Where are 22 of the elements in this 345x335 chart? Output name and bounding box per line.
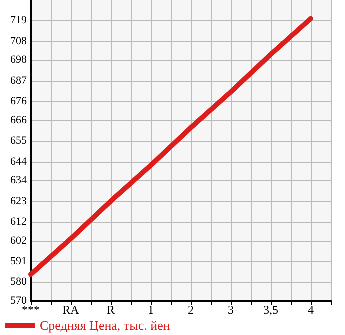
y-tick-label: 602 <box>10 234 27 247</box>
y-tick-label: 612 <box>10 216 27 228</box>
y-tick-label: 580 <box>10 276 28 288</box>
x-tick-label: RA <box>62 303 80 317</box>
x-tick-label: 2 <box>188 303 194 317</box>
y-tick-label: 591 <box>10 255 27 268</box>
x-tick-label: 4 <box>308 303 314 317</box>
y-tick-label: 655 <box>10 135 28 148</box>
y-tick-label: 676 <box>10 96 28 108</box>
y-tick-label: 634 <box>10 174 28 187</box>
x-tick-label: R <box>106 303 116 317</box>
x-tick-label: 3 <box>228 303 234 317</box>
y-tick-label: 708 <box>10 35 28 48</box>
x-tick-label: 3,5 <box>264 303 278 317</box>
y-tick-label: 698 <box>10 54 28 66</box>
y-tick-label: 623 <box>10 195 28 208</box>
y-tick-label: 666 <box>10 114 28 126</box>
y-tick-label: 687 <box>10 74 28 87</box>
x-tick-label: 1 <box>148 303 154 317</box>
y-tick-label: 719 <box>10 14 28 27</box>
legend-label: Средняя Цена, тыс. йен <box>40 318 170 333</box>
y-tick-label: 644 <box>10 156 28 168</box>
